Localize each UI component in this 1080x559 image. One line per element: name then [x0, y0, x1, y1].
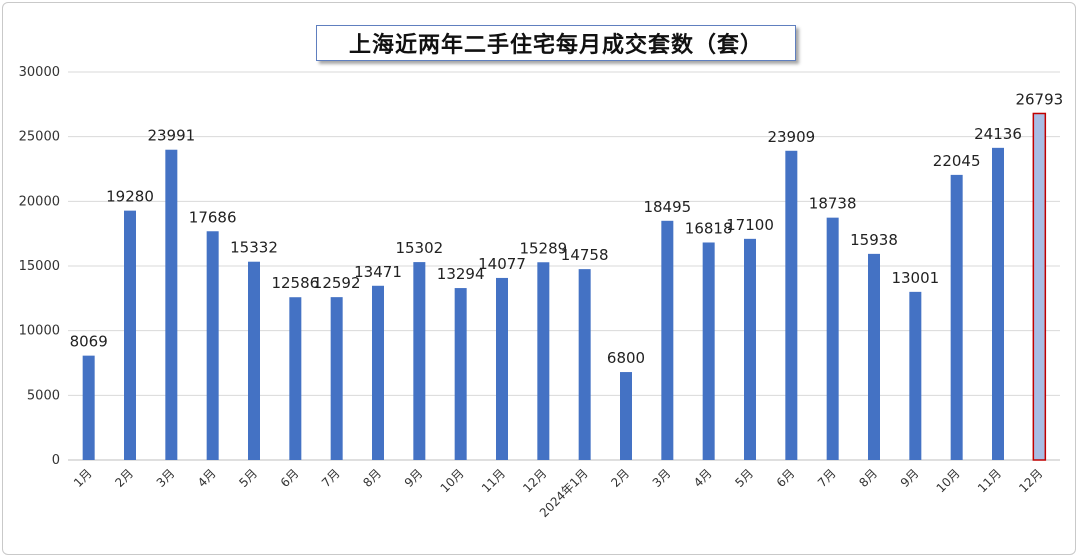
data-label: 14077 [478, 255, 526, 273]
bar [909, 291, 922, 460]
x-tick-label: 4月 [691, 466, 715, 490]
x-tick-label: 2月 [608, 466, 632, 490]
data-label: 22045 [933, 152, 981, 170]
data-label: 8069 [70, 333, 108, 351]
x-tick-label: 9月 [402, 466, 426, 490]
data-label: 12592 [313, 274, 361, 292]
data-label: 15938 [850, 231, 898, 249]
y-tick-label: 15000 [19, 259, 60, 274]
x-tick-label: 8月 [360, 466, 384, 490]
data-label: 19280 [106, 188, 154, 206]
y-tick-label: 25000 [19, 130, 60, 145]
bar [413, 262, 426, 460]
y-tick-label: 20000 [19, 194, 60, 209]
chart-title: 上海近两年二手住宅每月成交套数（套） [348, 33, 763, 58]
bar [206, 231, 219, 460]
bar-highlighted [1032, 112, 1047, 461]
data-label: 17686 [189, 208, 237, 226]
bar [661, 220, 674, 460]
x-tick-label: 10月 [934, 466, 963, 495]
data-label: 15289 [519, 239, 567, 257]
bar [702, 242, 715, 460]
bar [537, 262, 550, 460]
y-tick-label: 10000 [19, 324, 60, 339]
x-tick-label: 12月 [1016, 466, 1045, 495]
x-tick-label: 7月 [815, 466, 839, 490]
data-label: 24136 [974, 125, 1022, 143]
data-label: 23909 [767, 128, 815, 146]
x-tick-label: 7月 [319, 466, 343, 490]
data-label: 15332 [230, 239, 278, 257]
data-label: 13001 [891, 269, 939, 287]
data-label: 13471 [354, 263, 402, 281]
x-tick-label: 8月 [856, 466, 880, 490]
x-tick-label: 4月 [195, 466, 219, 490]
data-label: 17100 [726, 216, 774, 234]
y-tick-label: 5000 [27, 388, 60, 403]
bar [868, 253, 880, 460]
x-tick-label: 6月 [774, 466, 798, 490]
x-tick-label: 3月 [650, 466, 674, 490]
bar [496, 277, 508, 460]
bar [454, 288, 467, 460]
bar [620, 372, 632, 460]
y-tick-label: 0 [52, 453, 60, 468]
bar [82, 355, 95, 460]
bar [578, 269, 591, 460]
chart-title-box: 上海近两年二手住宅每月成交套数（套） [316, 25, 796, 61]
data-label: 14758 [561, 246, 609, 264]
x-tick-label: 5月 [236, 466, 260, 490]
gridlines [68, 71, 1060, 461]
bars [82, 112, 1047, 461]
data-label: 16818 [685, 219, 733, 237]
x-tick-label: 2月 [112, 466, 136, 490]
bar [744, 238, 756, 460]
bar [330, 297, 343, 460]
x-tick-label: 9月 [898, 466, 922, 490]
data-label: 12586 [271, 274, 319, 292]
bar [165, 149, 178, 460]
data-label: 15302 [395, 239, 443, 257]
x-tick-label: 11月 [975, 466, 1004, 495]
bar [785, 150, 798, 461]
x-tick-label: 12月 [520, 466, 549, 495]
bar [826, 217, 839, 460]
data-label: 18738 [809, 195, 857, 213]
data-label: 6800 [607, 349, 645, 367]
bar [289, 297, 302, 460]
x-tick-label: 1月 [71, 466, 95, 490]
y-tick-label: 30000 [19, 65, 60, 80]
x-tick-label: 3月 [154, 466, 178, 490]
x-tick-label: 10月 [438, 466, 467, 495]
data-label: 23991 [147, 127, 195, 145]
data-label: 18495 [643, 198, 691, 216]
data-label: 26793 [1015, 90, 1063, 108]
bar [372, 285, 384, 460]
x-tick-label: 6月 [278, 466, 302, 490]
bar [992, 147, 1004, 460]
y-axis-ticks: 0 5000 10000 15000 20000 25000 30000 [19, 65, 60, 468]
data-label: 13294 [437, 265, 485, 283]
x-tick-label: 11月 [479, 466, 508, 495]
bar [248, 261, 260, 460]
x-tick-label: 5月 [732, 466, 756, 490]
bar [950, 174, 963, 460]
bar [124, 210, 136, 460]
